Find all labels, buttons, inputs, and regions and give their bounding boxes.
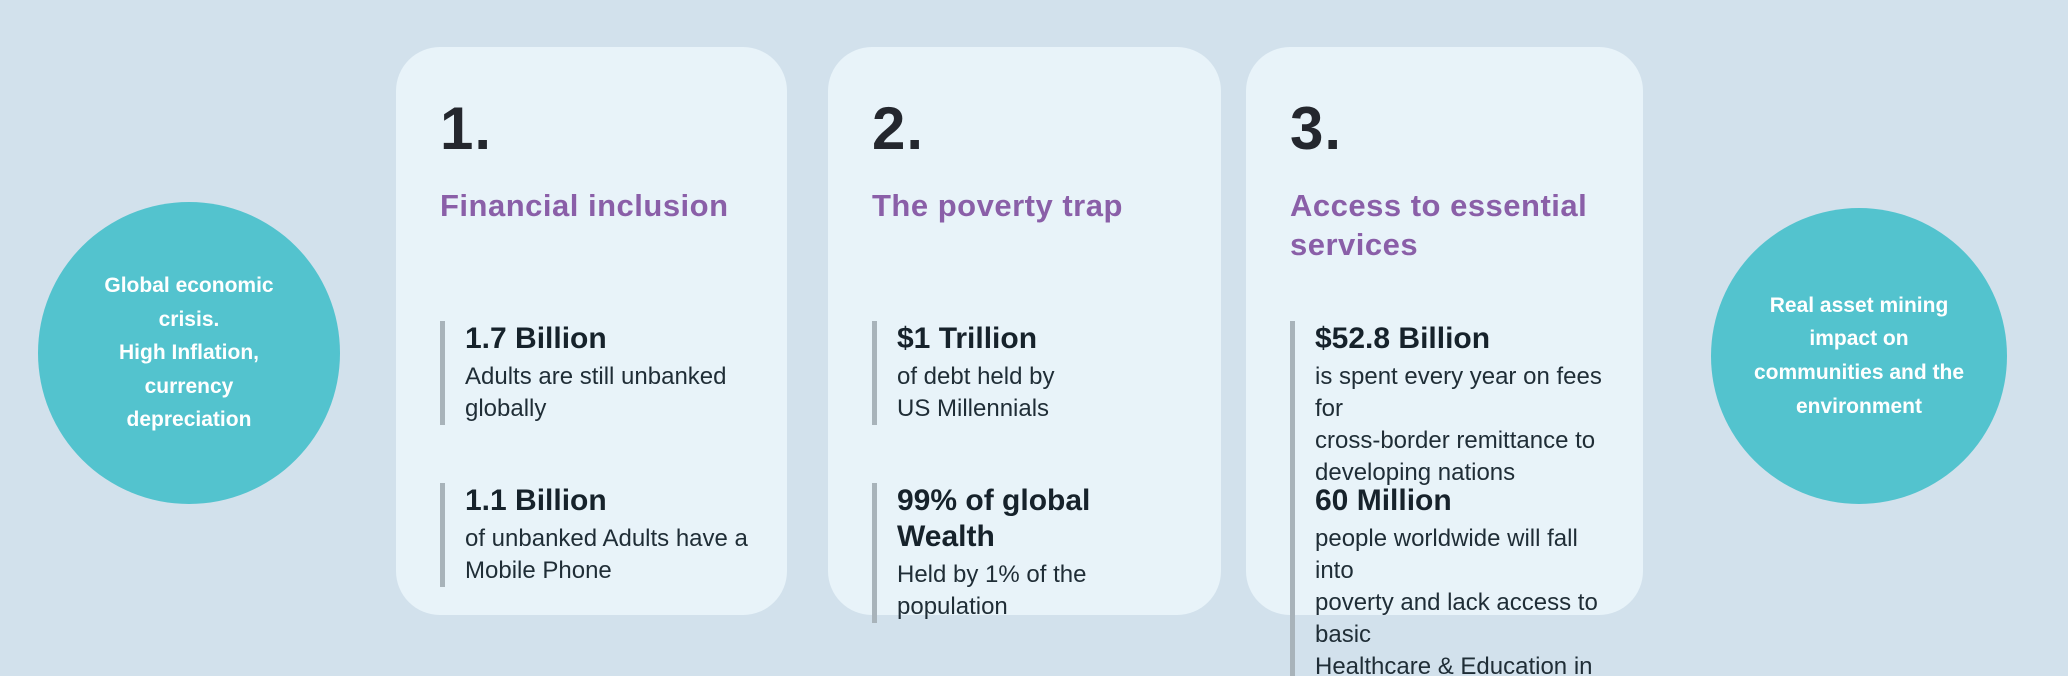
right-circle-text: Real asset mining impact on communities … bbox=[1753, 293, 1965, 418]
stat-block: 60 Million people worldwide will fall in… bbox=[1290, 483, 1611, 676]
card-title: Access to essential services bbox=[1290, 188, 1588, 262]
stat-desc: Adults are still unbanked globally bbox=[465, 363, 727, 422]
stat-value: 60 Million bbox=[1315, 484, 1452, 517]
card-financial-inclusion: 1. Financial inclusion 1.7 Billion Adult… bbox=[396, 47, 787, 615]
card-number: 3. bbox=[1290, 95, 1343, 162]
right-circle: Real asset mining impact on communities … bbox=[1711, 208, 2007, 504]
stat-block: 1.1 Billion of unbanked Adults have a Mo… bbox=[440, 483, 755, 587]
stat-value: 1.1 Billion bbox=[465, 484, 607, 517]
stat-desc: of debt held by US Millennials bbox=[897, 363, 1055, 422]
stat-desc: of unbanked Adults have a Mobile Phone bbox=[465, 525, 748, 584]
left-circle: Global economic crisis. High Inflation, … bbox=[38, 202, 340, 504]
stat-value: $1 Trillion bbox=[897, 322, 1038, 355]
card-access-essential-services: 3. Access to essential services $52.8 Bi… bbox=[1246, 47, 1643, 676]
stat-block: $1 Trillion of debt held by US Millennia… bbox=[872, 321, 1189, 425]
card-title: Financial inclusion bbox=[440, 188, 729, 223]
stat-block: $52.8 Billion is spent every year on fee… bbox=[1290, 321, 1611, 489]
card-title: The poverty trap bbox=[872, 188, 1123, 223]
stat-value: 99% of global Wealth bbox=[897, 484, 1091, 553]
stat-desc: people worldwide will fall into poverty … bbox=[1315, 525, 1598, 676]
stat-block: 1.7 Billion Adults are still unbanked gl… bbox=[440, 321, 755, 425]
stat-value: 1.7 Billion bbox=[465, 322, 607, 355]
card-number: 1. bbox=[440, 95, 493, 162]
stat-block: 99% of global Wealth Held by 1% of the p… bbox=[872, 483, 1189, 623]
stat-value: $52.8 Billion bbox=[1315, 322, 1491, 355]
left-circle-text: Global economic crisis. High Inflation, … bbox=[104, 274, 274, 432]
stat-desc: Held by 1% of the population bbox=[897, 561, 1087, 620]
card-poverty-trap: 2. The poverty trap $1 Trillion of debt … bbox=[828, 47, 1221, 623]
stat-desc: is spent every year on fees for cross-bo… bbox=[1315, 363, 1602, 486]
card-number: 2. bbox=[872, 95, 925, 162]
